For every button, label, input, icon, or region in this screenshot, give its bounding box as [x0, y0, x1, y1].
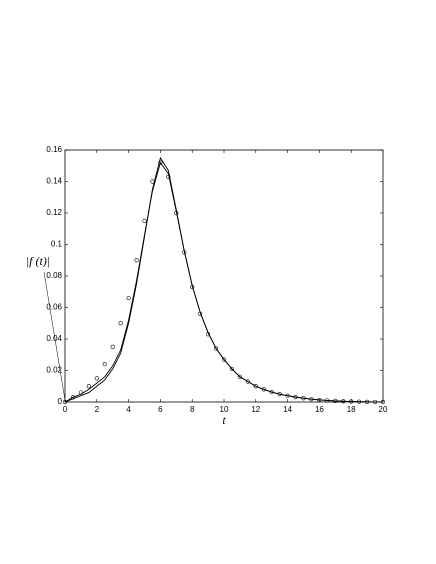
- marker: [118, 321, 123, 326]
- marker: [301, 396, 306, 401]
- marker: [341, 399, 346, 404]
- marker: [78, 390, 83, 395]
- marker: [372, 399, 378, 405]
- marker: [134, 258, 139, 263]
- x-tick-label: 6: [158, 405, 163, 414]
- label-leader: [43, 271, 66, 401]
- x-tick-label: 0: [63, 405, 68, 414]
- y-tick-label: 0.06: [46, 303, 62, 312]
- plot-frame: [64, 149, 384, 403]
- marker: [309, 397, 314, 402]
- marker: [333, 398, 338, 403]
- marker: [229, 366, 235, 372]
- y-tick-label: 0.02: [46, 366, 62, 375]
- y-tick-label: 0.08: [46, 271, 62, 280]
- marker: [206, 332, 211, 337]
- marker: [126, 295, 131, 301]
- marker: [94, 376, 99, 381]
- marker: [269, 389, 274, 395]
- marker: [198, 311, 203, 316]
- marker: [285, 393, 290, 398]
- marker: [190, 284, 195, 290]
- x-tick-label: 8: [190, 405, 195, 414]
- x-tick-label: 20: [379, 405, 388, 414]
- x-tick-label: 18: [347, 405, 356, 414]
- marker: [317, 397, 322, 403]
- y-tick-label: 0.1: [51, 240, 63, 249]
- marker: [380, 399, 386, 405]
- marker: [102, 362, 107, 367]
- x-axis-label: t: [222, 413, 226, 427]
- y-tick-label: 0.14: [46, 177, 62, 186]
- marker: [293, 395, 298, 400]
- x-tick-label: 10: [220, 405, 229, 414]
- marker: [86, 384, 91, 389]
- marker: [110, 344, 115, 349]
- marker: [158, 160, 163, 165]
- marker: [277, 392, 282, 397]
- marker: [213, 346, 219, 351]
- x-tick-label: 2: [95, 405, 100, 414]
- y-tick-label: 0.12: [46, 208, 62, 217]
- x-tick-label: 16: [315, 405, 324, 414]
- marker: [142, 218, 147, 223]
- y-axis-label: |f (t)|: [26, 254, 50, 268]
- marker: [357, 399, 362, 404]
- marker: [174, 210, 179, 216]
- x-tick-label: 4: [126, 405, 131, 414]
- marker: [237, 374, 242, 379]
- marker: [261, 387, 266, 392]
- y-tick-label: 0: [58, 397, 63, 406]
- marker: [150, 179, 155, 184]
- marker: [245, 379, 250, 384]
- marker: [253, 384, 258, 389]
- marker: [221, 357, 227, 362]
- line: [64, 161, 384, 403]
- y-tick-label: 0.04: [46, 334, 62, 343]
- marker: [70, 395, 76, 400]
- marker: [62, 399, 68, 405]
- marker: [325, 398, 330, 403]
- x-tick-label: 14: [283, 405, 292, 414]
- marker: [166, 174, 171, 179]
- marker: [365, 399, 370, 404]
- y-tick-label: 0.16: [46, 145, 62, 154]
- x-tick-label: 12: [251, 405, 260, 414]
- marker: [349, 399, 354, 404]
- marker: [182, 250, 187, 255]
